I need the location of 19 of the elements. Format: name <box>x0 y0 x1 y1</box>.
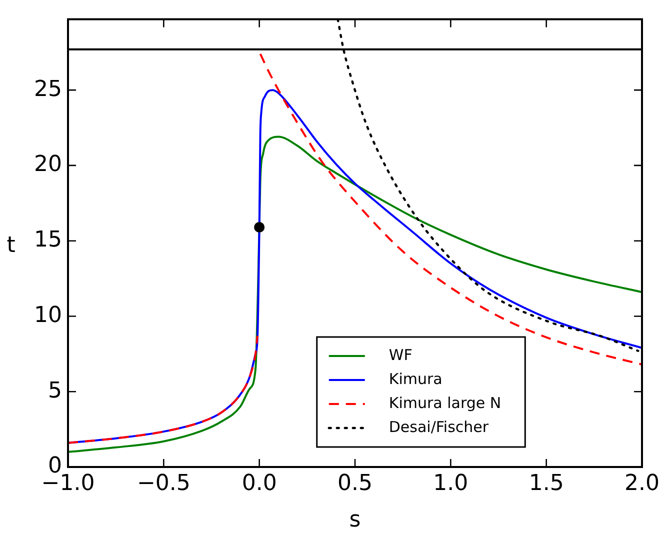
x-tick-label: 0.0 <box>242 470 277 496</box>
x-tick-label: 0.5 <box>338 470 372 496</box>
legend-label: Kimura <box>388 370 442 388</box>
line-series <box>68 136 642 453</box>
x-tick-label: 1.5 <box>528 470 564 496</box>
y-tick-label: 20 <box>34 152 62 178</box>
y-tick-label: 25 <box>34 76 62 102</box>
x-tick-label: 2.0 <box>624 470 660 496</box>
x-tick-label: 1.0 <box>433 470 468 496</box>
y-tick-label: 5 <box>48 378 62 404</box>
y-tick-label: 15 <box>34 228 62 253</box>
x-axis-title: s <box>349 508 361 533</box>
y-tick-label: 10 <box>34 302 62 328</box>
x-tick-label: −0.5 <box>136 470 190 496</box>
legend-label: WF <box>388 346 412 364</box>
y-tick-label: 0 <box>48 454 62 479</box>
legend-label: Desai/Fischer <box>388 418 490 436</box>
y-axis-title: t <box>6 232 16 258</box>
legend-label: Kimura large N <box>388 394 502 412</box>
